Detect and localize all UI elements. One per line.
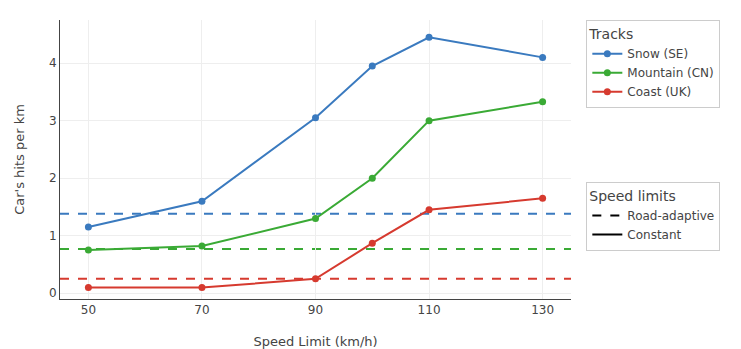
svg-text:110: 110 — [418, 303, 441, 317]
svg-text:90: 90 — [308, 303, 323, 317]
svg-text:3: 3 — [49, 114, 57, 128]
svg-text:130: 130 — [531, 303, 554, 317]
svg-text:0: 0 — [49, 286, 57, 300]
svg-text:Snow (SE): Snow (SE) — [627, 47, 688, 61]
svg-text:Mountain (CN): Mountain (CN) — [627, 66, 713, 80]
svg-text:Speed limits: Speed limits — [589, 188, 675, 204]
svg-text:Tracks: Tracks — [588, 26, 633, 42]
svg-text:2: 2 — [49, 171, 57, 185]
svg-text:70: 70 — [194, 303, 209, 317]
svg-text:50: 50 — [81, 303, 96, 317]
svg-text:Coast (UK): Coast (UK) — [627, 85, 691, 99]
svg-text:4: 4 — [49, 56, 57, 70]
svg-text:Car's hits per km: Car's hits per km — [12, 104, 27, 215]
svg-text:Speed Limit (km/h): Speed Limit (km/h) — [253, 334, 377, 349]
svg-text:1: 1 — [49, 229, 57, 243]
svg-text:Constant: Constant — [627, 228, 681, 242]
svg-text:Road-adaptive: Road-adaptive — [627, 209, 714, 223]
